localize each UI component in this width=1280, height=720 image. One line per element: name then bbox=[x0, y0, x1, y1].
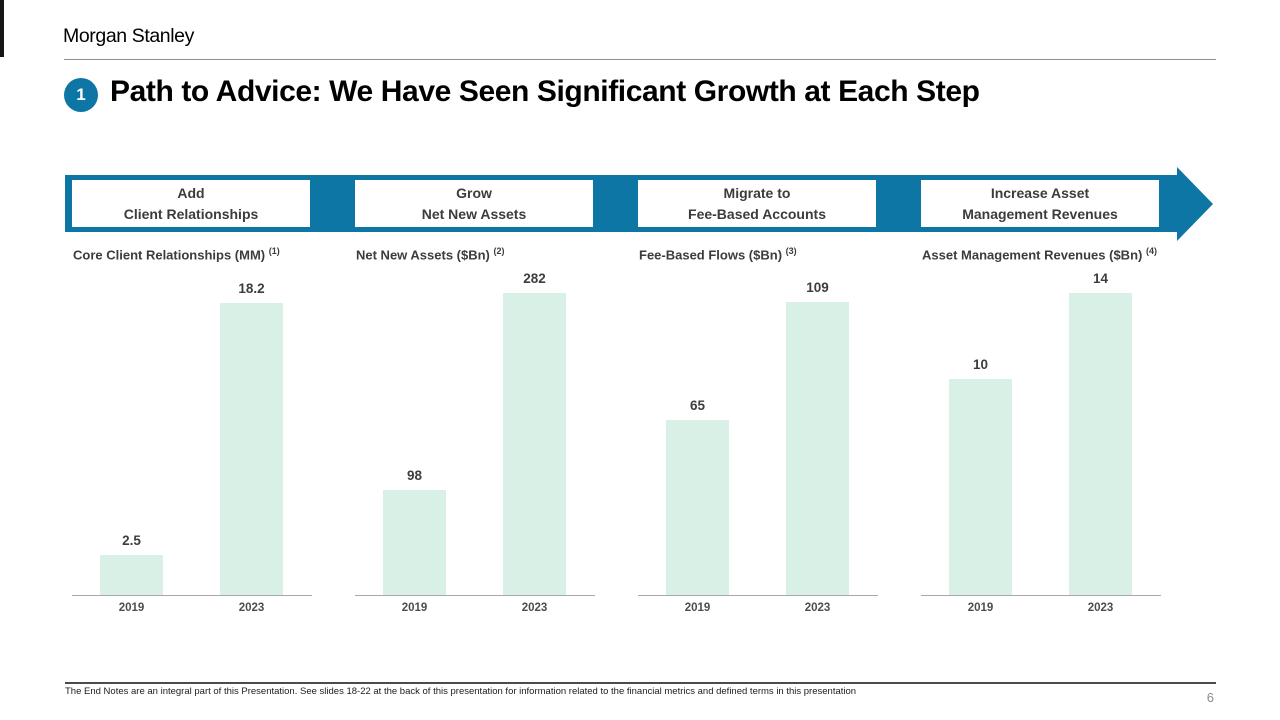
bar-value-label: 98 bbox=[406, 468, 423, 483]
bar-2023 bbox=[220, 303, 283, 595]
slide-title: Path to Advice: We Have Seen Significant… bbox=[110, 75, 980, 108]
chart-title: Core Client Relationships (MM) (1) bbox=[73, 246, 280, 262]
step-box-increase-asset-mgmt: Increase Asset Management Revenues bbox=[921, 180, 1159, 227]
chart-plot-area: 65 109 2019 2023 bbox=[638, 280, 878, 614]
x-tick-label: 2019 bbox=[401, 602, 428, 614]
bar-value-label: 10 bbox=[972, 357, 989, 372]
bar-value-label: 109 bbox=[806, 280, 829, 295]
x-tick-label: 2023 bbox=[238, 602, 265, 614]
chart-title-text: Net New Assets ($Bn) bbox=[356, 247, 490, 263]
header-divider bbox=[64, 59, 1216, 60]
bar-2019 bbox=[383, 490, 446, 595]
x-tick-label: 2019 bbox=[118, 602, 145, 614]
x-tick-label: 2019 bbox=[967, 602, 994, 614]
bar-2023 bbox=[786, 302, 849, 595]
step-box-line1: Migrate to bbox=[723, 184, 791, 201]
chart-net-new-assets: Net New Assets ($Bn) (2) 98 282 2019 202… bbox=[348, 243, 631, 623]
bar-2019 bbox=[666, 420, 729, 595]
step-box-line1: Grow bbox=[456, 184, 492, 201]
bar-value-label: 65 bbox=[689, 398, 706, 413]
chart-title: Asset Management Revenues ($Bn) (4) bbox=[922, 246, 1157, 262]
bar-value-label: 14 bbox=[1092, 271, 1109, 286]
x-tick-label: 2023 bbox=[521, 602, 548, 614]
bar-2019 bbox=[100, 555, 163, 595]
step-box-migrate-to-fee-based: Migrate to Fee-Based Accounts bbox=[638, 180, 876, 227]
chart-footnote-marker: (2) bbox=[493, 246, 505, 256]
bar-2019 bbox=[949, 379, 1012, 595]
x-tick-label: 2023 bbox=[1087, 602, 1114, 614]
page-number: 6 bbox=[1206, 690, 1214, 705]
chart-footnote-marker: (1) bbox=[268, 246, 280, 256]
step-box-line2: Fee-Based Accounts bbox=[688, 205, 826, 222]
bar-value-label: 2.5 bbox=[122, 533, 141, 548]
step-box-line1: Add bbox=[177, 184, 205, 201]
chart-plot-area: 2.5 18.2 2019 2023 bbox=[72, 281, 312, 614]
corner-mark bbox=[0, 0, 4, 57]
chart-footnote-marker: (3) bbox=[785, 246, 797, 256]
chart-footnote-marker: (4) bbox=[1145, 246, 1157, 256]
chart-title: Net New Assets ($Bn) (2) bbox=[356, 246, 505, 262]
step-number-badge: 1 bbox=[64, 78, 98, 112]
step-number-text: 1 bbox=[76, 85, 86, 104]
step-box-grow-net-new-assets: Grow Net New Assets bbox=[355, 180, 593, 227]
chart-core-client-relationships: Core Client Relationships (MM) (1) 2.5 1… bbox=[65, 243, 348, 623]
bar-value-label: 18.2 bbox=[238, 281, 265, 296]
charts-row: Core Client Relationships (MM) (1) 2.5 1… bbox=[65, 243, 1197, 623]
chart-title-text: Asset Management Revenues ($Bn) bbox=[922, 247, 1143, 263]
chart-plot-area: 10 14 2019 2023 bbox=[921, 271, 1161, 614]
x-tick-label: 2023 bbox=[804, 602, 831, 614]
footer-divider bbox=[65, 682, 1216, 684]
bar-2023 bbox=[1069, 293, 1132, 595]
chart-asset-management-revenues: Asset Management Revenues ($Bn) (4) 10 1… bbox=[914, 243, 1197, 623]
step-box-line2: Management Revenues bbox=[962, 205, 1118, 222]
chart-fee-based-flows: Fee-Based Flows ($Bn) (3) 65 109 2019 20… bbox=[631, 243, 914, 623]
chart-plot-area: 98 282 2019 2023 bbox=[355, 271, 595, 614]
step-box-line2: Client Relationships bbox=[123, 205, 259, 222]
chart-title-text: Fee-Based Flows ($Bn) bbox=[639, 247, 783, 263]
step-box-add-client-relationships: Add Client Relationships bbox=[72, 180, 310, 227]
bar-2023 bbox=[503, 293, 566, 595]
right-arrow-icon bbox=[1177, 167, 1213, 241]
step-box-line2: Net New Assets bbox=[421, 205, 527, 222]
process-arrow-banner: Add Client Relationships Grow Net New As… bbox=[65, 175, 1177, 232]
morgan-stanley-logo: Morgan Stanley bbox=[63, 25, 194, 47]
chart-title: Fee-Based Flows ($Bn) (3) bbox=[639, 246, 797, 262]
bar-value-label: 282 bbox=[523, 271, 546, 286]
step-box-line1: Increase Asset bbox=[990, 184, 1090, 201]
chart-title-text: Core Client Relationships (MM) bbox=[73, 247, 266, 263]
footer-endnote: The End Notes are an integral part of th… bbox=[65, 686, 857, 697]
x-tick-label: 2019 bbox=[684, 602, 711, 614]
